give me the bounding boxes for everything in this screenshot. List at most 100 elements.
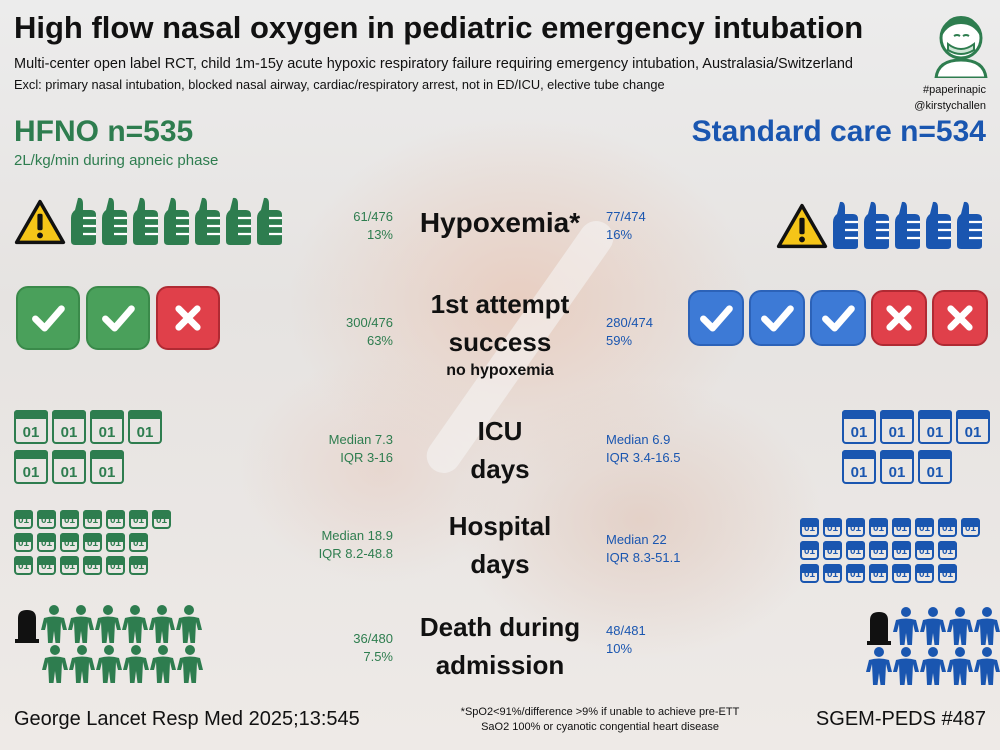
calendar-icon: 01 (938, 564, 957, 583)
death-label-line2: admission (435, 650, 565, 680)
calendar-icon: 01 (128, 410, 162, 444)
check-glyph (102, 305, 135, 332)
icu-label-line2: days (470, 454, 530, 484)
calendar-icon: 01 (915, 541, 934, 560)
calendar-icon: 01 (869, 518, 888, 537)
check-icon (688, 290, 744, 346)
calendar-icon: 01 (823, 541, 842, 560)
calendar-icon: 01 (106, 533, 125, 552)
calendar-icon: 01 (938, 518, 957, 537)
calendar-icon: 01 (60, 533, 79, 552)
person-icon (866, 647, 892, 685)
hfno-hospital-iqr: IQR 8.2-48.8 (318, 546, 393, 561)
std-hospital-iqr: IQR 8.3-51.1 (606, 550, 681, 565)
person-icon (150, 645, 176, 683)
calendar-icon: 01 (823, 518, 842, 537)
person-icon (176, 605, 202, 643)
calendar-icon: 01 (152, 510, 171, 529)
std-icu-stat: Median 6.9 IQR 3.4-16.5 (606, 431, 726, 467)
person-icon (893, 607, 919, 645)
std-hypoxemia-stat: 77/474 16% (606, 208, 726, 244)
icon-row: 01 01 01 01 01 01 01 (800, 564, 984, 583)
thumbs-up-icon (926, 201, 951, 249)
hfno-first-attempt-percent: 63% (366, 333, 393, 348)
calendar-icon: 01 (869, 541, 888, 560)
person-icon (122, 605, 148, 643)
calendar-icon: 01 (915, 518, 934, 537)
footnote-line1: *SpO2<91%/difference >9% if unable to ac… (460, 706, 740, 718)
cross-icon (932, 290, 988, 346)
hfno-icu-calendars: 01 01 01 01 01 01 01 (14, 410, 166, 484)
person-icon (947, 647, 973, 685)
thumbs-up-icon (102, 197, 127, 245)
icon-row (866, 606, 1000, 646)
thumbs-up-icon (957, 201, 982, 249)
person-icon (974, 607, 1000, 645)
std-first-attempt-count: 280/474 (606, 315, 653, 330)
thumbs-up-icon (833, 201, 858, 249)
calendar-icon: 01 (37, 510, 56, 529)
person-icon (947, 607, 973, 645)
series-label: SGEM-PEDS #487 (815, 708, 986, 730)
citation: George Lancet Resp Med 2025;13:545 (14, 708, 360, 730)
calendar-icon: 01 (918, 410, 952, 444)
calendar-icon: 01 (14, 510, 33, 529)
hfno-first-attempt-stat: 300/476 63% (300, 314, 393, 350)
check-icon (86, 286, 150, 350)
first-attempt-label-line3: no hypoxemia (446, 362, 554, 379)
person-icon (42, 645, 68, 683)
std-hypoxemia-count: 77/474 (606, 209, 646, 224)
thumbs-up-icon (195, 197, 220, 245)
cross-glyph (175, 305, 201, 331)
std-death-icons (866, 606, 1000, 686)
hfno-hypoxemia-count: 61/476 (353, 209, 393, 224)
hfno-first-attempt-count: 300/476 (346, 315, 393, 330)
std-hospital-stat: Median 22 IQR 8.3-51.1 (606, 531, 726, 567)
icon-row (866, 646, 1000, 686)
std-death-count: 48/481 (606, 623, 646, 638)
calendar-icon: 01 (14, 533, 33, 552)
std-icu-median: Median 6.9 (606, 432, 671, 447)
hfno-heading: HFNO n=535 (14, 115, 194, 148)
icon-row: 01 01 01 01 (14, 410, 166, 444)
thumbs-up-icon (895, 201, 920, 249)
thumbs-up-icon (257, 197, 282, 245)
calendar-icon: 01 (129, 533, 148, 552)
tombstone-icon (15, 610, 39, 643)
person-icon (123, 645, 149, 683)
calendar-icon: 01 (823, 564, 842, 583)
icu-label-line1: ICU (477, 416, 523, 446)
hfno-first-attempt-icons (16, 286, 220, 350)
thumbs-up-icon (164, 197, 189, 245)
std-first-attempt-icons (688, 290, 988, 346)
calendar-icon: 01 (14, 410, 48, 444)
hfno-icu-stat: Median 7.3 IQR 3-16 (300, 431, 393, 467)
page-title: High flow nasal oxygen in pediatric emer… (14, 10, 864, 45)
hfno-detail: 2L/kg/min during apneic phase (14, 152, 219, 169)
hospital-label-line1: Hospital (448, 511, 552, 541)
hfno-hypoxemia-stat: 61/476 13% (300, 208, 393, 244)
cross-icon (156, 286, 220, 350)
calendar-icon: 01 (37, 533, 56, 552)
check-glyph (32, 305, 65, 332)
check-icon (16, 286, 80, 350)
calendar-icon: 01 (129, 556, 148, 575)
calendar-icon: 01 (60, 556, 79, 575)
calendar-icon: 01 (956, 410, 990, 444)
first-attempt-label-line1: 1st attempt (430, 289, 570, 319)
calendar-icon: 01 (90, 410, 124, 444)
calendar-icon: 01 (90, 450, 124, 484)
check-glyph (700, 305, 733, 332)
person-icon (95, 605, 121, 643)
std-first-attempt-stat: 280/474 59% (606, 314, 726, 350)
person-icon (149, 605, 175, 643)
person-icon (69, 645, 95, 683)
person-icon (974, 647, 1000, 685)
calendar-icon: 01 (83, 510, 102, 529)
calendar-icon: 01 (83, 533, 102, 552)
calendar-icon: 01 (961, 518, 980, 537)
calendar-icon: 01 (129, 510, 148, 529)
footnote: *SpO2<91%/difference >9% if unable to ac… (430, 705, 770, 735)
thumbs-up-icon (71, 197, 96, 245)
hfno-hypoxemia-icons (14, 196, 283, 246)
